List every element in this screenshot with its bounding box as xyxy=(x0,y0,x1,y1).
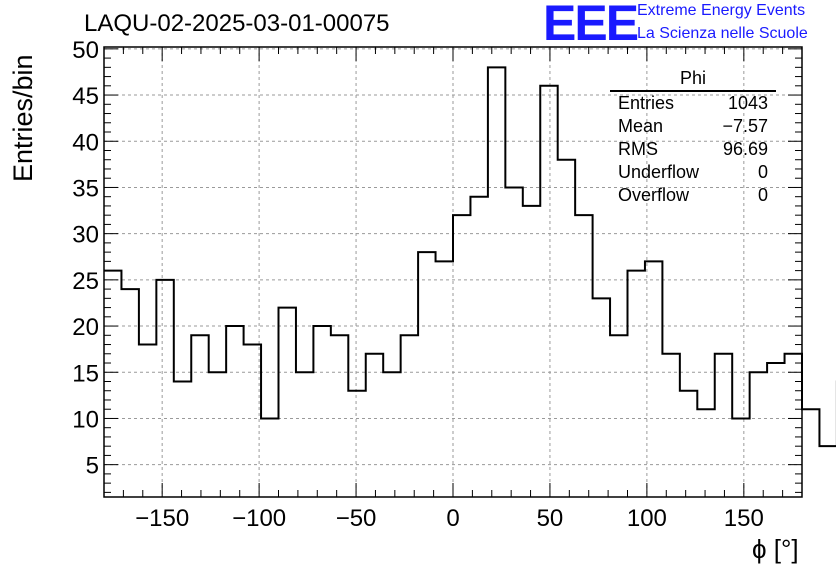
histogram-bin xyxy=(174,381,191,497)
histogram-bin xyxy=(313,326,330,497)
stats-row-entries: Entries 1043 xyxy=(610,92,776,115)
histogram-bin xyxy=(715,354,732,497)
histogram-bin xyxy=(610,335,627,497)
stats-value: 0 xyxy=(757,185,768,205)
histogram-bin xyxy=(593,298,610,497)
x-tick-label: −50 xyxy=(336,505,377,532)
y-tick-label: 10 xyxy=(72,406,99,433)
x-tick-label: 0 xyxy=(446,505,459,532)
histogram-outline xyxy=(104,66,836,448)
x-axis-label: ϕ [°] xyxy=(752,534,799,564)
histogram-bin xyxy=(680,391,697,497)
histogram-bin xyxy=(418,252,435,497)
histogram-bin xyxy=(104,271,121,497)
x-tick-label: −150 xyxy=(135,505,189,532)
y-tick-label: 50 xyxy=(72,37,99,64)
histogram-bin xyxy=(436,261,453,497)
histogram-bin xyxy=(383,372,400,497)
histogram-bin xyxy=(279,308,296,497)
histogram-bin xyxy=(785,354,802,497)
histogram-bin xyxy=(662,354,679,497)
histogram-bin xyxy=(191,335,208,497)
histogram-bin xyxy=(156,280,173,497)
chart-title: LAQU-02-2025-03-01-00075 xyxy=(84,10,390,37)
histogram-bin xyxy=(331,335,348,497)
histogram-bin xyxy=(209,372,226,497)
x-tick-label: 100 xyxy=(627,505,667,532)
stats-value: 96.69 xyxy=(722,139,768,159)
stats-label: Mean xyxy=(618,116,664,136)
histogram-bin xyxy=(540,86,557,497)
histogram-bin xyxy=(488,67,505,497)
x-tick-label: −100 xyxy=(232,505,286,532)
y-tick-label: 20 xyxy=(72,314,99,341)
histogram-bin xyxy=(802,409,819,497)
stats-label: Entries xyxy=(618,93,675,113)
histogram-bin xyxy=(261,418,278,497)
y-tick-label: 40 xyxy=(72,129,99,156)
histogram-bin xyxy=(645,261,662,497)
stats-value: 1043 xyxy=(727,93,768,113)
y-axis-label: Entries/bin xyxy=(8,54,38,182)
histogram-bin xyxy=(401,335,418,497)
x-tick-label: 50 xyxy=(537,505,564,532)
stats-row-underflow: Underflow 0 xyxy=(610,161,776,184)
stats-label: RMS xyxy=(618,139,658,159)
y-tick-label: 15 xyxy=(72,360,99,387)
logo-line-2: La Scienza nelle Scuole xyxy=(637,25,808,42)
stats-row-rms: RMS 96.69 xyxy=(610,138,776,161)
histogram-bin xyxy=(575,215,592,497)
stats-box: Phi Entries 1043 Mean −7.57 RMS 96.69 Un… xyxy=(610,68,776,207)
histogram-bin xyxy=(348,391,365,497)
eee-logo: EEE xyxy=(543,0,639,51)
stats-label: Underflow xyxy=(618,162,700,182)
histogram-bin xyxy=(750,372,767,497)
histogram-bin xyxy=(558,160,575,497)
y-tick-label: 5 xyxy=(86,453,99,480)
histogram-bin xyxy=(139,345,156,497)
stats-value: 0 xyxy=(757,162,768,182)
x-tick-label: 150 xyxy=(724,505,764,532)
histogram-bin xyxy=(226,326,243,497)
histogram-bin xyxy=(767,363,784,497)
y-tick-label: 25 xyxy=(72,268,99,295)
y-tick-label: 30 xyxy=(72,222,99,249)
stats-row-overflow: Overflow 0 xyxy=(610,184,776,207)
stats-title: Phi xyxy=(610,68,776,92)
stats-label: Overflow xyxy=(618,185,690,205)
stats-value: −7.57 xyxy=(722,116,768,136)
histogram-bin xyxy=(244,345,261,497)
histogram-bin xyxy=(296,372,313,497)
histogram-bin xyxy=(453,215,470,497)
y-tick-label: 45 xyxy=(72,83,99,110)
histogram-bin xyxy=(628,271,645,497)
histogram-bin xyxy=(470,197,487,497)
histogram-bin xyxy=(819,446,836,497)
stats-row-mean: Mean −7.57 xyxy=(610,115,776,138)
histogram-bin xyxy=(523,206,540,497)
histogram-bin xyxy=(366,354,383,497)
histogram-bin xyxy=(732,418,749,497)
y-tick-label: 35 xyxy=(72,175,99,202)
histogram-bin xyxy=(697,409,714,497)
histogram-bin xyxy=(121,289,138,497)
logo-line-1: Extreme Energy Events xyxy=(637,2,806,19)
histogram-bin xyxy=(505,187,522,497)
